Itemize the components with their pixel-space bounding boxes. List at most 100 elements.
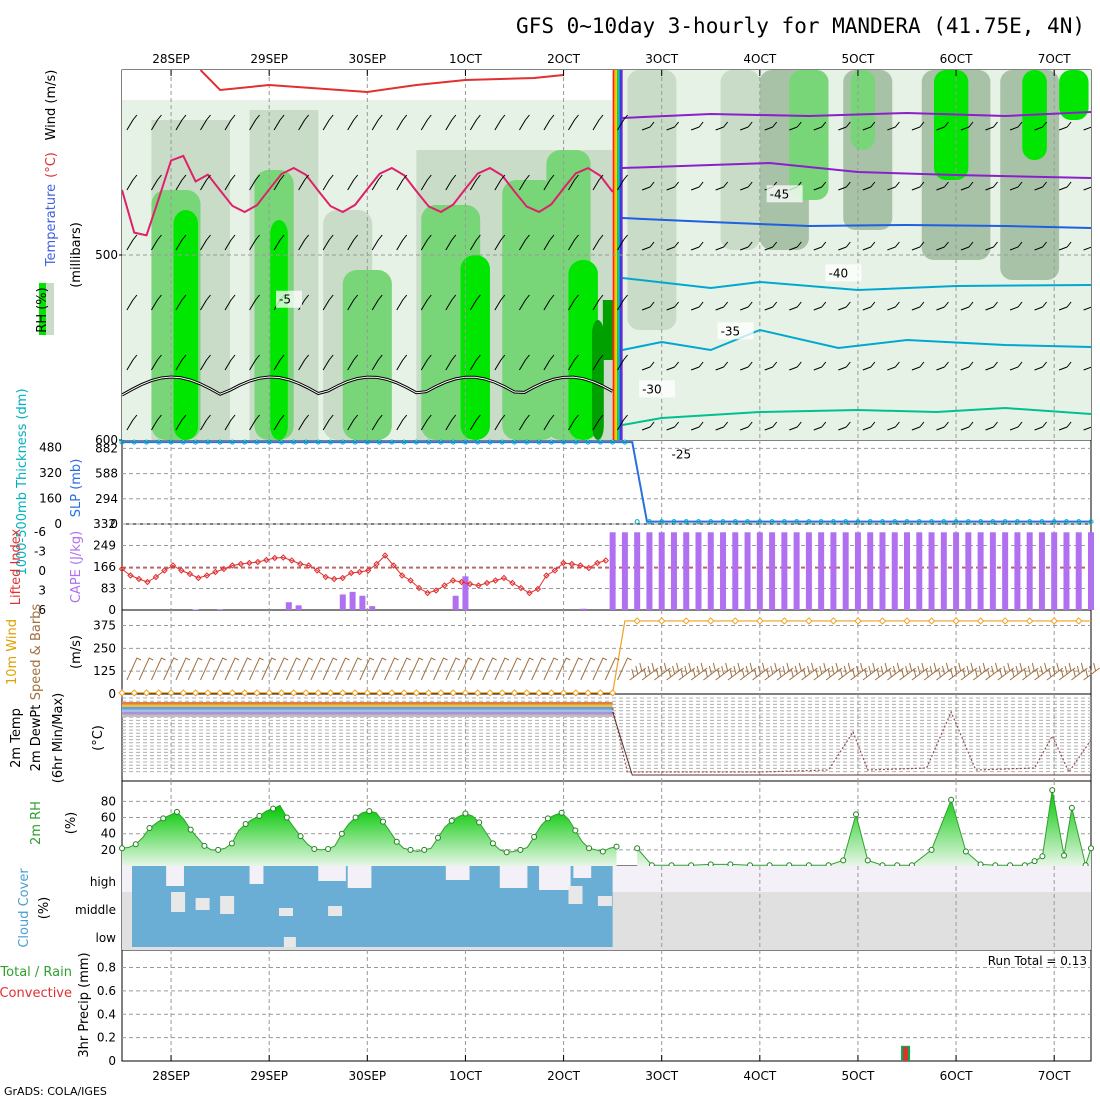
isotherm-label-bg-4 xyxy=(639,380,676,398)
li-tick-4: 6 xyxy=(38,603,46,617)
barb-upper-1 xyxy=(151,114,162,131)
slp-marker-60 xyxy=(855,519,861,525)
slp-marker-77 xyxy=(1063,519,1069,525)
rh-plume-1 xyxy=(173,210,199,440)
chart-title: GFS 0~10day 3-hourly for MANDERA (41.75E… xyxy=(516,14,1085,38)
barb-upper-137 xyxy=(543,294,555,311)
isotherm-minus5 xyxy=(122,154,614,237)
li-marker-43 xyxy=(483,579,491,587)
barb-upper-24 xyxy=(715,121,729,131)
wind-barb-38 xyxy=(592,657,608,681)
barb-upper-186 xyxy=(764,361,778,371)
rh-point-late-13 xyxy=(864,857,871,864)
slp-marker-47 xyxy=(695,519,701,525)
barb-upper-148 xyxy=(813,301,827,311)
barb-upper-76 xyxy=(1009,181,1023,191)
cape-bar-0 xyxy=(192,609,199,610)
slp-marker-78 xyxy=(1076,519,1082,525)
slp-marker-26 xyxy=(438,439,444,445)
wind-marker-10 xyxy=(240,689,249,697)
rh-point-late-19 xyxy=(962,848,969,855)
barb-upper-213 xyxy=(445,414,457,431)
wind-speed-line xyxy=(122,620,1091,694)
x-tick-top-9: 7OCT xyxy=(1038,52,1071,66)
rh-point-54 xyxy=(489,840,496,847)
slp-marker-17 xyxy=(328,439,334,445)
barb-upper-20 xyxy=(617,114,628,131)
barb-upper-143 xyxy=(690,301,704,311)
cloud-gap-4 xyxy=(445,866,470,880)
barb-upper-45 xyxy=(249,174,260,191)
barb-upper-144 xyxy=(715,301,729,311)
cape-bar-late-4 xyxy=(658,532,665,610)
barb-upper-86 xyxy=(273,234,285,251)
frame-slp xyxy=(121,439,1092,525)
rh-plume-deep xyxy=(602,300,615,360)
barb-upper-101 xyxy=(641,241,655,251)
barb-upper-138 xyxy=(568,294,579,311)
rh-tick-3: 80 xyxy=(101,794,116,808)
cloud-mid-gap-0 xyxy=(171,892,186,912)
barb-upper-118 xyxy=(1058,241,1072,251)
wind-marker-48 xyxy=(707,617,715,625)
barb-upper-129 xyxy=(347,294,359,311)
cape-bar-late-26 xyxy=(928,532,935,610)
cape-bar-late-22 xyxy=(879,532,886,610)
slp-marker-30 xyxy=(487,439,493,445)
wind-barb-17 xyxy=(334,657,350,681)
li-marker-40 xyxy=(458,578,465,586)
barb-upper-175 xyxy=(494,354,506,371)
rh-plume-8 xyxy=(502,180,557,440)
rh-point-2 xyxy=(132,841,139,848)
ylabel-cloud-unit: (%) xyxy=(37,897,52,920)
barb-upper-100 xyxy=(617,234,628,251)
slp-marker-69 xyxy=(965,519,971,525)
slp-marker-57 xyxy=(818,519,824,525)
slp-marker-51 xyxy=(745,519,751,525)
barb-upper-82 xyxy=(175,234,187,251)
li-marker-12 xyxy=(220,565,228,573)
barb-upper-165 xyxy=(249,354,260,371)
barb-upper-119 xyxy=(1083,246,1091,251)
wind-barb-24 xyxy=(420,657,436,681)
wind-barb-58 xyxy=(838,662,855,681)
wind-marker-7 xyxy=(204,689,212,697)
barb-upper-23 xyxy=(690,121,704,131)
li-marker-37 xyxy=(432,587,440,594)
rh-point-late-24 xyxy=(1031,858,1038,865)
isotherm-label-bg-2 xyxy=(825,264,862,282)
wind-barb-11 xyxy=(261,657,277,681)
barb-upper-92 xyxy=(420,234,432,251)
slp-marker-34 xyxy=(536,439,542,445)
wind-barb-70 xyxy=(985,662,1002,681)
barb-upper-33 xyxy=(936,121,949,131)
slp-right-tick-1: 294 xyxy=(95,492,118,506)
rh-point-72 xyxy=(613,843,620,850)
cloud-gap-2 xyxy=(318,866,346,881)
barb-upper-185 xyxy=(740,361,753,371)
x-tick-bottom-2: 30SEP xyxy=(348,1069,386,1083)
cape-bar-2 xyxy=(285,602,292,610)
wind-marker-2 xyxy=(142,689,151,697)
wind-barb-9 xyxy=(236,657,252,681)
slp-marker-40 xyxy=(610,439,616,445)
barb-upper-53 xyxy=(445,174,457,191)
barb-upper-188 xyxy=(813,361,827,371)
li-marker-48 xyxy=(526,589,533,597)
run-total-label: Run Total = 0.13 xyxy=(988,954,1087,968)
cloud-mid-gap-3 xyxy=(279,908,294,916)
barb-upper-22 xyxy=(666,121,679,131)
wind-marker-40 xyxy=(608,689,617,697)
barb-upper-237 xyxy=(1034,421,1047,431)
wind-barb-34 xyxy=(543,657,559,681)
rh-point-20 xyxy=(256,812,263,819)
cape-bar-5 xyxy=(349,591,356,610)
isotherm-label-3: -35 xyxy=(721,324,741,338)
cloud-level-low: low xyxy=(96,931,117,945)
rh-point-late-12 xyxy=(852,811,859,818)
wind-marker-11 xyxy=(253,689,261,697)
wind-marker-50 xyxy=(731,617,739,625)
li-marker-50 xyxy=(543,572,550,579)
rh-point-52 xyxy=(476,819,483,826)
barb-upper-46 xyxy=(273,174,285,191)
